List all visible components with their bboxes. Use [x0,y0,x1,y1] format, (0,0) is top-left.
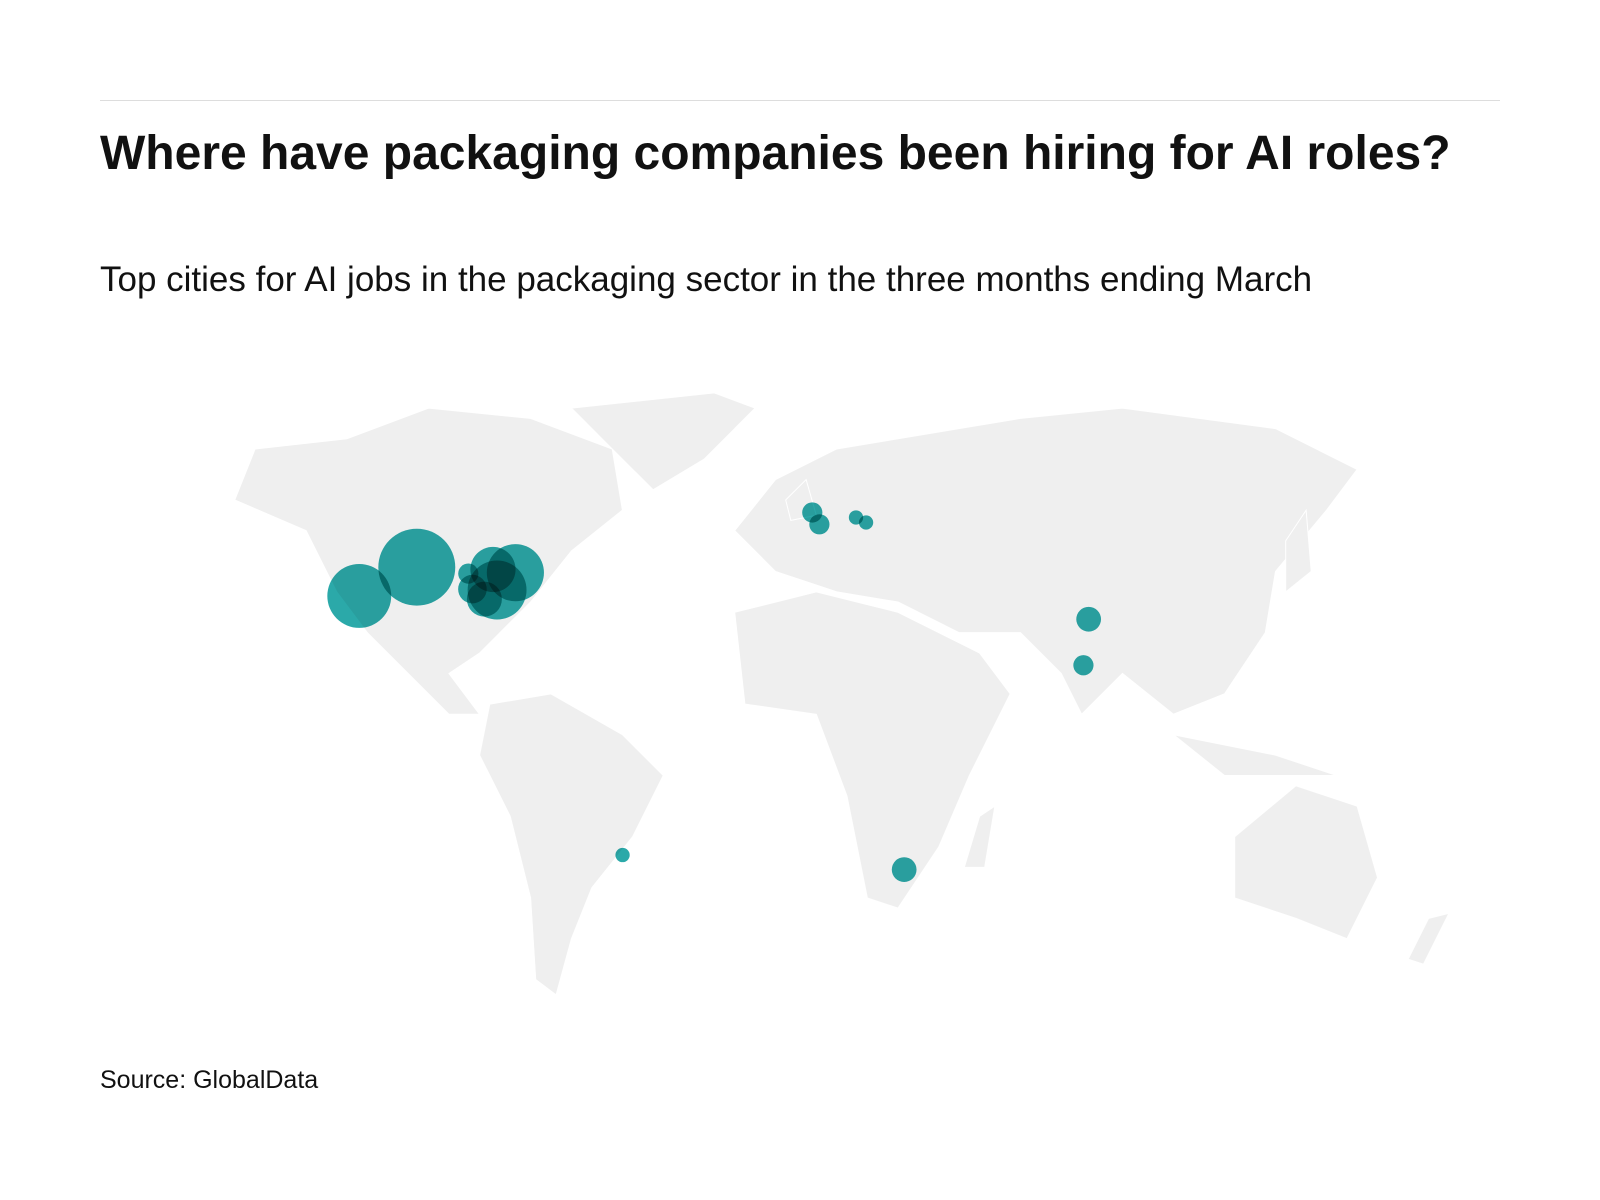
indonesia [1173,734,1337,777]
top-rule [100,100,1500,101]
australia [1234,785,1379,940]
title: Where have packaging companies been hiri… [100,127,1451,180]
africa [734,591,1011,909]
city-bubble [458,563,479,584]
city-bubble [1073,655,1094,676]
city-bubble [378,528,456,606]
city-bubble [615,847,630,863]
subtitle: Top cities for AI jobs in the packaging … [100,260,1313,299]
land [234,392,1450,996]
madagascar [963,805,996,868]
japan [1285,508,1312,593]
bubbles [327,502,1102,882]
source: Source: GlobalData [100,1066,319,1094]
greenland [570,392,757,491]
city-bubble [327,563,392,628]
city-bubble [891,857,917,882]
city-bubble [858,515,874,530]
new-zealand [1407,912,1450,965]
city-bubble [1076,606,1102,632]
south-america [479,693,664,996]
eurasia [734,407,1358,716]
city-bubble [809,514,830,535]
